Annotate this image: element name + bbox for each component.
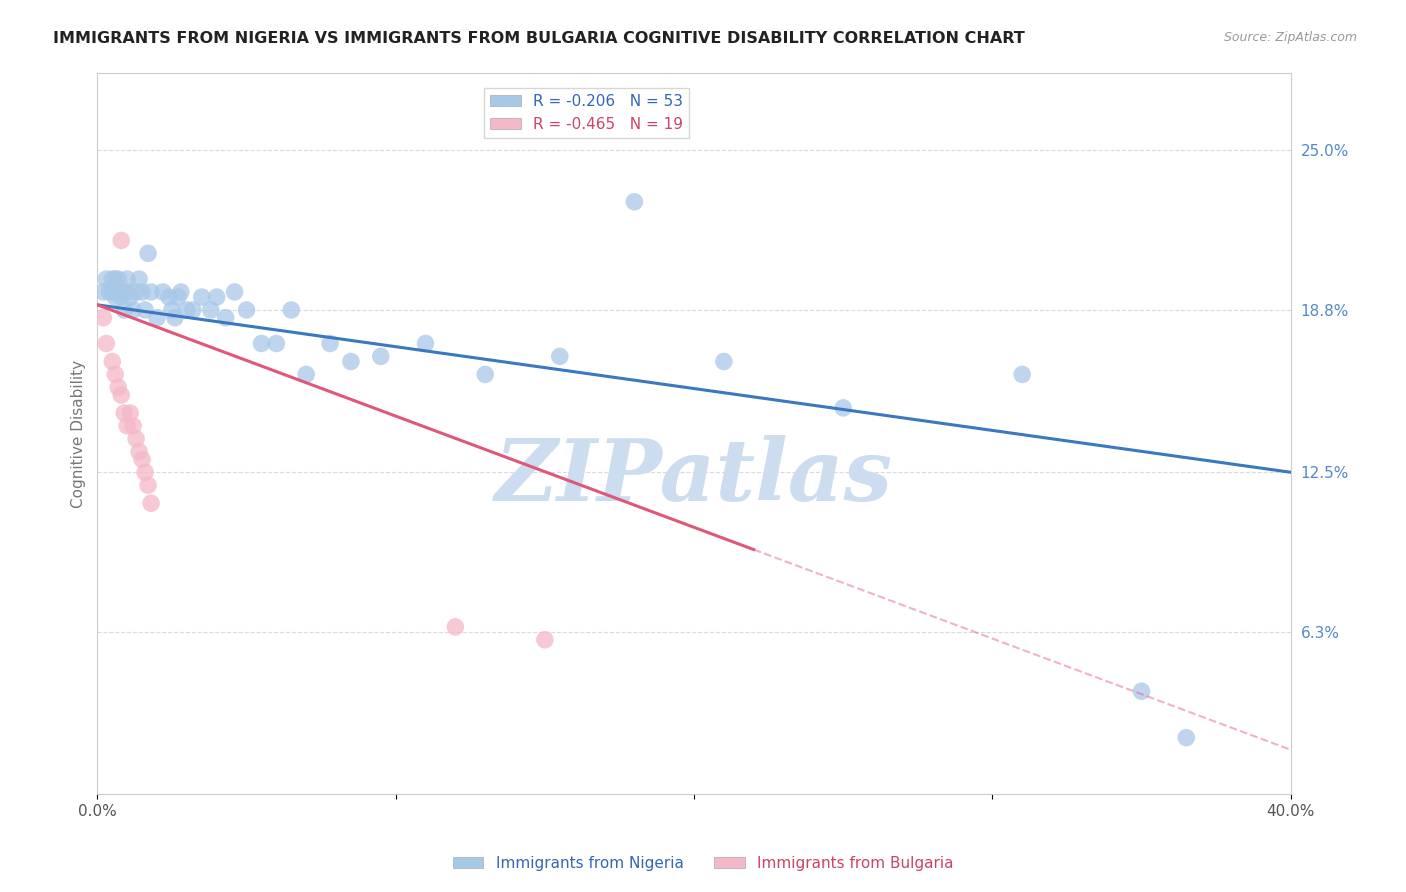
Point	[101, 272, 124, 286]
Point	[176, 303, 198, 318]
Point	[444, 620, 467, 634]
Point	[122, 418, 145, 433]
Point	[104, 272, 127, 286]
Point	[832, 401, 855, 415]
Point	[474, 368, 496, 382]
Point	[101, 354, 124, 368]
Point	[139, 285, 162, 299]
Point	[112, 406, 135, 420]
Point	[1175, 731, 1198, 745]
Point	[163, 310, 186, 325]
Point	[134, 303, 156, 318]
Text: IMMIGRANTS FROM NIGERIA VS IMMIGRANTS FROM BULGARIA COGNITIVE DISABILITY CORRELA: IMMIGRANTS FROM NIGERIA VS IMMIGRANTS FR…	[53, 31, 1025, 46]
Point	[181, 303, 204, 318]
Point	[91, 310, 114, 325]
Point	[280, 303, 302, 318]
Point	[136, 478, 159, 492]
Point	[713, 354, 735, 368]
Point	[548, 350, 571, 364]
Point	[128, 444, 150, 458]
Point	[139, 496, 162, 510]
Point	[160, 303, 183, 318]
Point	[136, 246, 159, 260]
Point	[107, 285, 129, 299]
Point	[107, 272, 129, 286]
Point	[110, 388, 132, 402]
Point	[115, 272, 138, 286]
Point	[115, 418, 138, 433]
Point	[110, 234, 132, 248]
Point	[120, 406, 142, 420]
Point	[134, 465, 156, 479]
Point	[152, 285, 174, 299]
Point	[295, 368, 318, 382]
Point	[91, 285, 114, 299]
Point	[131, 285, 153, 299]
Point	[1011, 368, 1033, 382]
Point	[131, 452, 153, 467]
Point	[534, 632, 557, 647]
Point	[266, 336, 288, 351]
Point	[205, 290, 228, 304]
Point	[128, 272, 150, 286]
Point	[104, 290, 127, 304]
Point	[112, 303, 135, 318]
Point	[112, 285, 135, 299]
Point	[415, 336, 437, 351]
Point	[191, 290, 214, 304]
Point	[98, 285, 121, 299]
Text: ZIPatlas: ZIPatlas	[495, 435, 893, 518]
Point	[1130, 684, 1153, 698]
Point	[96, 336, 118, 351]
Point	[104, 368, 127, 382]
Legend: R = -0.206   N = 53, R = -0.465   N = 19: R = -0.206 N = 53, R = -0.465 N = 19	[484, 87, 689, 137]
Point	[120, 290, 142, 304]
Point	[107, 380, 129, 394]
Point	[623, 194, 645, 209]
Point	[235, 303, 257, 318]
Point	[167, 290, 190, 304]
Point	[96, 272, 118, 286]
Point	[214, 310, 236, 325]
Point	[125, 432, 148, 446]
Point	[110, 290, 132, 304]
Point	[125, 285, 148, 299]
Point	[146, 310, 169, 325]
Point	[122, 303, 145, 318]
Text: Source: ZipAtlas.com: Source: ZipAtlas.com	[1223, 31, 1357, 45]
Point	[340, 354, 363, 368]
Point	[157, 290, 180, 304]
Point	[170, 285, 193, 299]
Point	[370, 350, 392, 364]
Point	[250, 336, 273, 351]
Point	[200, 303, 222, 318]
Point	[115, 285, 138, 299]
Point	[319, 336, 342, 351]
Legend: Immigrants from Nigeria, Immigrants from Bulgaria: Immigrants from Nigeria, Immigrants from…	[447, 850, 959, 877]
Point	[224, 285, 246, 299]
Point	[101, 285, 124, 299]
Y-axis label: Cognitive Disability: Cognitive Disability	[72, 359, 86, 508]
